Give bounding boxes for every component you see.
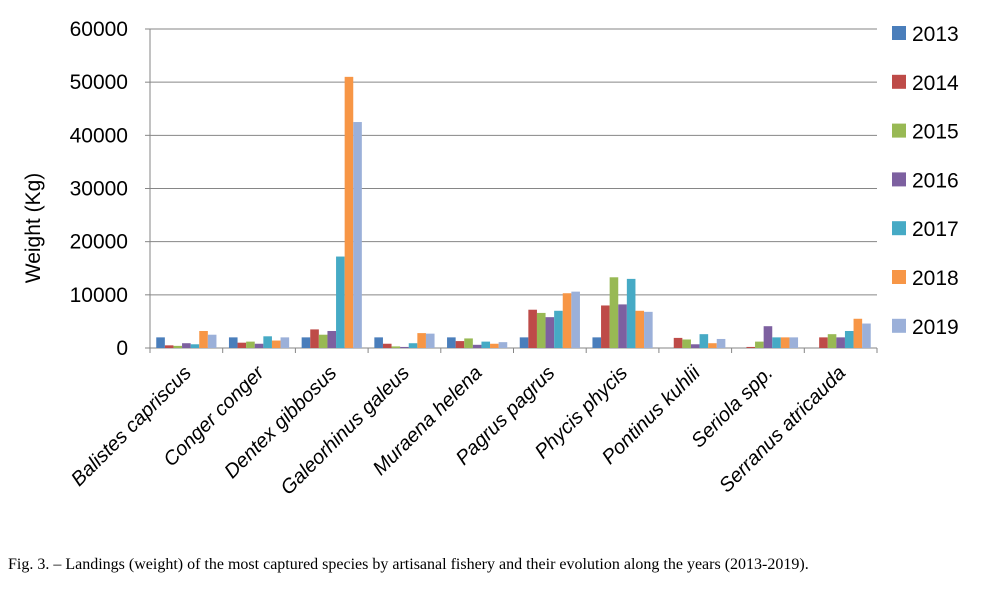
- y-tick-label: 50000: [70, 71, 128, 94]
- bar: [280, 337, 290, 348]
- legend-swatch: [892, 172, 906, 187]
- legend-swatch: [892, 74, 906, 89]
- legend-label: 2019: [912, 316, 959, 339]
- bar: [271, 340, 281, 348]
- bar: [336, 256, 345, 348]
- bar: [353, 122, 362, 349]
- y-axis-label: Weight (Kg): [22, 173, 45, 284]
- bar: [173, 345, 183, 348]
- bar: [819, 337, 828, 348]
- bar: [844, 330, 854, 348]
- legend-swatch: [892, 270, 906, 284]
- legend-swatch: [892, 26, 906, 40]
- legend-swatch: [892, 318, 906, 333]
- bar: [382, 343, 392, 348]
- bar: [254, 343, 264, 348]
- y-tick-label: 60000: [70, 18, 128, 41]
- bar: [571, 291, 580, 348]
- bar: [528, 309, 537, 348]
- legend-swatch: [892, 123, 906, 138]
- bar: [746, 346, 756, 348]
- legend: 2013 2014 2015 2016 2017 2018 2019: [892, 23, 959, 339]
- bar: [716, 338, 726, 348]
- y-tick-label: 20000: [70, 231, 128, 254]
- legend-label: 2015: [912, 121, 959, 144]
- bar: [400, 346, 409, 348]
- bar: [164, 345, 174, 348]
- bar: [635, 310, 645, 348]
- bar: [199, 330, 208, 348]
- bar: [228, 337, 238, 348]
- bar: [408, 343, 418, 348]
- bar: [690, 344, 700, 348]
- bar: [562, 293, 572, 348]
- legend-swatch: [892, 221, 906, 236]
- bar: [755, 341, 764, 348]
- bars: [156, 76, 871, 349]
- legend-label: 2016: [912, 169, 959, 192]
- bar: [464, 338, 473, 348]
- bar: [545, 317, 555, 348]
- bar: [862, 323, 871, 348]
- bar: [498, 342, 508, 348]
- bar: [246, 341, 255, 348]
- legend-label: 2018: [912, 267, 959, 290]
- bar: [780, 337, 790, 348]
- bar: [682, 339, 691, 348]
- y-tick-labels: 0 10000 20000 30000 40000 50000 60000: [70, 18, 128, 360]
- bar: [301, 337, 311, 348]
- bar: [490, 343, 499, 348]
- bar: [519, 337, 529, 348]
- bar: [447, 337, 456, 348]
- bar: [207, 334, 217, 348]
- gridlines: [145, 28, 878, 353]
- bar: [318, 334, 328, 348]
- bar: [699, 334, 709, 348]
- bar: [156, 337, 165, 348]
- bar: [836, 337, 845, 348]
- bar: [481, 341, 491, 348]
- bar: [374, 337, 383, 348]
- bar: [789, 337, 799, 348]
- figure-caption: Fig. 3. – Landings (weight) of the most …: [8, 556, 809, 573]
- y-tick-label: 10000: [70, 284, 128, 307]
- bar: [763, 326, 773, 348]
- bar: [853, 318, 863, 348]
- bar: [618, 304, 627, 348]
- y-tick-label: 30000: [70, 178, 128, 201]
- bar: [592, 337, 602, 348]
- x-tick-label: Serranus atricauda: [715, 362, 850, 497]
- bar: [310, 329, 319, 348]
- bar: [626, 278, 636, 348]
- bar: [237, 342, 247, 348]
- bar-chart: 0 10000 20000 30000 40000 50000 60000 Balistes…: [22, 18, 959, 499]
- legend-label: 2013: [912, 23, 959, 46]
- bar: [344, 76, 354, 348]
- bar: [644, 311, 653, 348]
- y-tick-label: 0: [116, 337, 128, 360]
- bar: [673, 337, 683, 348]
- bar: [554, 310, 563, 348]
- bar: [455, 341, 465, 348]
- bar: [182, 343, 191, 348]
- bar: [327, 330, 337, 348]
- bar: [263, 336, 272, 348]
- bar: [391, 346, 401, 348]
- legend-label: 2017: [912, 218, 959, 241]
- y-tick-label: 40000: [70, 124, 128, 147]
- bar: [708, 343, 717, 348]
- bar: [472, 344, 482, 348]
- bar: [772, 337, 781, 348]
- bar: [417, 333, 426, 348]
- legend-label: 2014: [912, 72, 959, 95]
- bar: [609, 277, 619, 348]
- x-tick-label: Galeorhinus galeus: [277, 362, 414, 499]
- bar: [601, 305, 610, 348]
- bar: [536, 312, 546, 348]
- bar: [425, 333, 435, 348]
- bar: [827, 334, 837, 348]
- x-tick-label: Balistes capriscus: [67, 362, 196, 491]
- bar: [190, 344, 200, 348]
